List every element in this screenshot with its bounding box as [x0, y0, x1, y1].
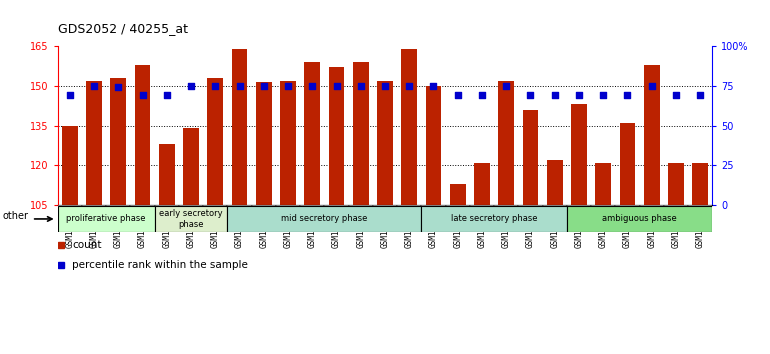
Text: early secretory
phase: early secretory phase [159, 209, 223, 229]
Bar [595, 163, 611, 205]
Bar [232, 48, 247, 205]
Point [476, 92, 488, 98]
Bar [276, 205, 300, 206]
Bar [450, 184, 466, 205]
Bar [446, 205, 470, 206]
Point [136, 92, 149, 98]
Bar [183, 128, 199, 205]
Bar [688, 205, 712, 206]
Point [282, 83, 294, 88]
Point [306, 83, 319, 88]
Bar [300, 205, 324, 206]
Point [694, 92, 706, 98]
Point [621, 92, 634, 98]
Point [403, 83, 415, 88]
Point [597, 92, 609, 98]
Bar [401, 48, 417, 205]
Bar [523, 110, 538, 205]
Bar [591, 205, 615, 206]
Bar [304, 62, 320, 205]
Bar [130, 205, 155, 206]
Text: count: count [72, 240, 102, 251]
Point [427, 83, 440, 88]
Point [161, 92, 173, 98]
Text: mid secretory phase: mid secretory phase [281, 215, 367, 223]
Point [379, 83, 391, 88]
Text: other: other [3, 211, 29, 221]
Bar [421, 205, 446, 206]
Bar [373, 205, 397, 206]
Point [258, 83, 270, 88]
Bar [252, 205, 276, 206]
Bar [571, 104, 587, 205]
Bar [256, 82, 272, 205]
Bar [86, 80, 102, 205]
Bar [58, 206, 155, 232]
Bar [106, 205, 130, 206]
Point [451, 92, 464, 98]
Bar [280, 80, 296, 205]
Point [88, 83, 100, 88]
Text: proliferative phase: proliferative phase [66, 215, 146, 223]
Text: ambiguous phase: ambiguous phase [602, 215, 677, 223]
Bar [155, 205, 179, 206]
Bar [474, 163, 490, 205]
Bar [615, 205, 640, 206]
Point [524, 92, 537, 98]
Point [355, 83, 367, 88]
Point [185, 83, 197, 88]
Bar [426, 86, 441, 205]
Point [330, 83, 343, 88]
Bar [207, 78, 223, 205]
Bar [668, 163, 684, 205]
Bar [421, 206, 567, 232]
Bar [349, 205, 373, 206]
Bar [329, 67, 344, 205]
Bar [324, 205, 349, 206]
Bar [470, 205, 494, 206]
Bar [155, 206, 227, 232]
Bar [692, 163, 708, 205]
Bar [353, 62, 369, 205]
Point [548, 92, 561, 98]
Bar [227, 205, 252, 206]
Bar [620, 123, 635, 205]
Text: percentile rank within the sample: percentile rank within the sample [72, 260, 249, 270]
Bar [159, 144, 175, 205]
Text: late secretory phase: late secretory phase [450, 215, 537, 223]
Bar [567, 206, 712, 232]
Bar [62, 126, 78, 205]
Bar [498, 80, 514, 205]
Point [64, 92, 76, 98]
Bar [377, 80, 393, 205]
Point [112, 85, 125, 90]
Point [670, 92, 682, 98]
Bar [179, 205, 203, 206]
Bar [135, 65, 150, 205]
Bar [58, 205, 82, 206]
Bar [567, 205, 591, 206]
Point [500, 83, 512, 88]
Point [573, 92, 585, 98]
Bar [543, 205, 567, 206]
Bar [82, 205, 106, 206]
Bar [397, 205, 421, 206]
Point [233, 83, 246, 88]
Bar [203, 205, 227, 206]
Bar [518, 205, 543, 206]
Bar [110, 78, 126, 205]
Bar [644, 65, 660, 205]
Bar [227, 206, 421, 232]
Bar [664, 205, 688, 206]
Bar [494, 205, 518, 206]
Bar [547, 160, 563, 205]
Text: GDS2052 / 40255_at: GDS2052 / 40255_at [58, 22, 188, 35]
Point [645, 83, 658, 88]
Bar [640, 205, 664, 206]
Point [209, 83, 222, 88]
